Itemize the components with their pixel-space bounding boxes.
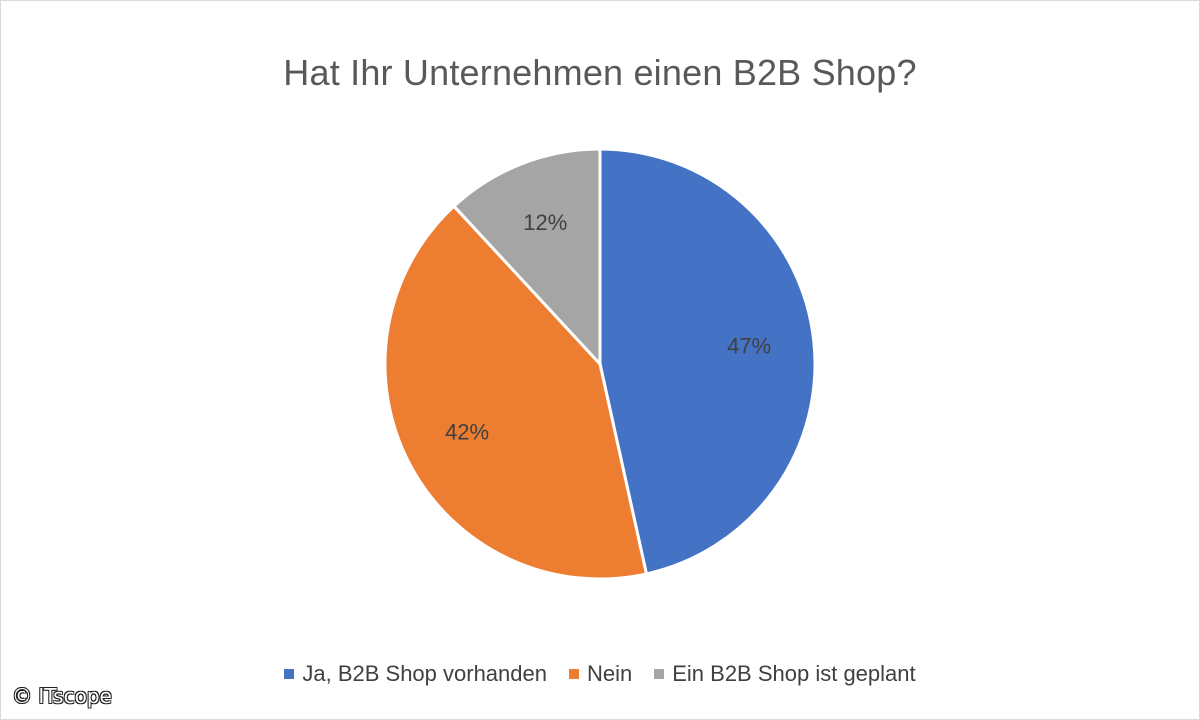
- data-label-2: 42%: [445, 419, 489, 444]
- chart-title: Hat Ihr Unternehmen einen B2B Shop?: [283, 52, 917, 93]
- legend-label: Ja, B2B Shop vorhanden: [302, 661, 547, 686]
- legend-label: Nein: [586, 661, 633, 686]
- legend-item-3: Ein B2B Shop ist geplant: [654, 661, 916, 687]
- legend-swatch: [284, 669, 295, 679]
- data-label-3: 12%: [523, 210, 567, 235]
- pie-slice-1: [598, 147, 817, 576]
- legend-item-2: Nein: [568, 661, 633, 687]
- legend-item-1: Ja, B2B Shop vorhanden: [284, 661, 547, 687]
- copyright-watermark: © ITscope: [12, 684, 112, 708]
- pie-slice-2: [383, 204, 648, 581]
- data-label-1: 47%: [727, 334, 771, 359]
- chart-legend: Ja, B2B Shop vorhanden Nein Ein B2B Shop i…: [0, 661, 1200, 687]
- legend-swatch: [654, 669, 665, 679]
- legend-swatch: [568, 669, 579, 679]
- legend-label: Ein B2B Shop ist geplant: [672, 661, 916, 686]
- pie-slice-3: [452, 147, 602, 366]
